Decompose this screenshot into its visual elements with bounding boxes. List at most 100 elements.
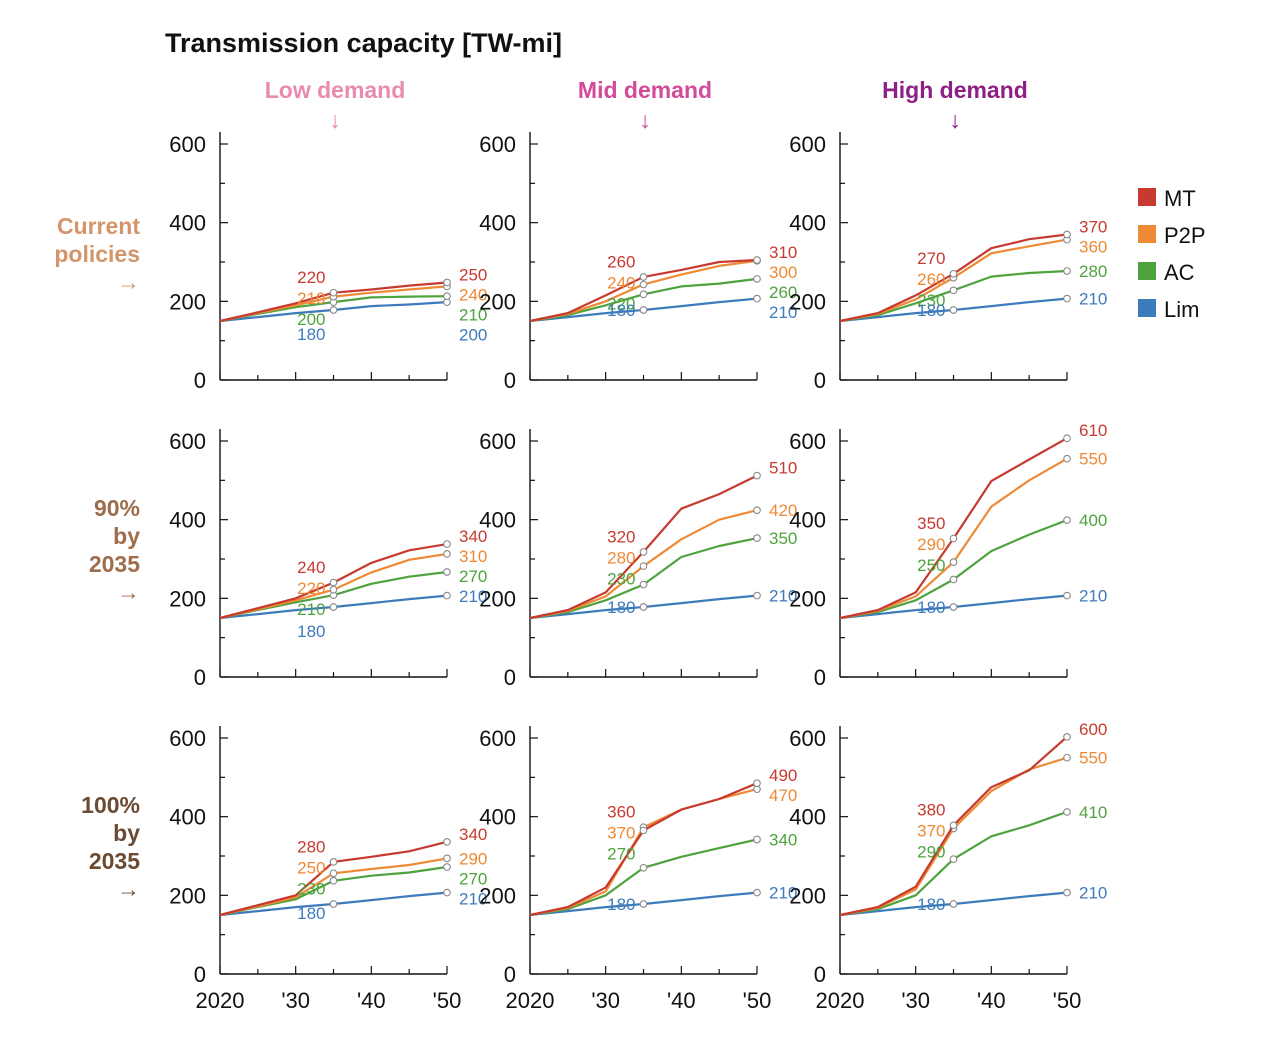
value-label-2050: 210 <box>1079 884 1107 903</box>
data-point-marker <box>753 294 761 303</box>
y-tick-label: 0 <box>814 962 826 987</box>
data-point-marker <box>753 256 761 264</box>
y-tick-label: 200 <box>169 883 206 908</box>
data-point-marker <box>1063 732 1071 741</box>
value-label-2050: 210 <box>769 587 797 606</box>
data-point-marker <box>639 306 648 314</box>
data-point-marker <box>443 550 451 558</box>
data-point-marker <box>753 534 761 543</box>
column-header-label: High demand <box>882 77 1028 103</box>
data-point-marker <box>443 278 451 287</box>
value-label-2050: 470 <box>769 786 797 805</box>
y-tick-label: 400 <box>789 508 826 533</box>
data-point-marker <box>949 306 958 314</box>
data-point-marker <box>949 821 958 830</box>
panel: 0 200 400 600 320 280 230 180 510 420 350 210 <box>479 429 797 690</box>
data-point-marker <box>949 575 958 584</box>
data-point-marker <box>639 900 648 908</box>
data-point-marker <box>949 855 958 863</box>
data-point-marker <box>949 900 958 908</box>
data-point-marker <box>753 591 761 600</box>
x-tick-label: 2020 <box>506 988 555 1013</box>
data-point-marker <box>329 578 338 587</box>
value-label-2035: 180 <box>607 895 635 914</box>
data-point-marker <box>753 275 761 283</box>
row-header-label: 90% <box>94 495 140 521</box>
value-label-2035: 240 <box>297 558 325 577</box>
data-point-marker <box>443 854 451 863</box>
row-header-label: 100% <box>81 792 140 818</box>
y-tick-label: 400 <box>479 508 516 533</box>
value-label-2050: 210 <box>459 305 487 324</box>
data-point-marker <box>1063 808 1071 816</box>
value-label-2035: 370 <box>607 824 635 843</box>
value-label-2050: 600 <box>1079 720 1107 739</box>
data-point-marker <box>639 562 648 570</box>
y-tick-label: 0 <box>814 368 826 393</box>
data-point-marker <box>1063 230 1071 239</box>
x-tick-label: '50 <box>433 988 462 1013</box>
data-point-marker <box>329 306 338 314</box>
data-point-marker <box>1063 434 1071 443</box>
row-header-label: Current <box>57 213 140 239</box>
value-label-2050: 200 <box>459 325 487 344</box>
y-tick-label: 0 <box>194 962 206 987</box>
value-label-2050: 300 <box>769 263 797 282</box>
value-label-2050: 270 <box>459 869 487 888</box>
column-header-label: Low demand <box>265 77 406 103</box>
y-tick-label: 600 <box>789 726 826 751</box>
value-label-2050: 550 <box>1079 450 1107 469</box>
value-label-2035: 290 <box>917 535 945 554</box>
data-point-marker <box>639 863 648 872</box>
y-tick-label: 0 <box>194 665 206 690</box>
y-tick-label: 200 <box>169 586 206 611</box>
x-tick-label: 2020 <box>196 988 245 1013</box>
y-tick-label: 400 <box>789 805 826 830</box>
value-label-2035: 180 <box>917 598 945 617</box>
data-point-marker <box>949 558 958 566</box>
data-point-marker <box>443 292 451 301</box>
data-point-marker <box>443 837 451 846</box>
legend-label: P2P <box>1164 223 1206 248</box>
y-tick-label: 0 <box>194 368 206 393</box>
value-label-2035: 210 <box>297 600 325 619</box>
legend-label: MT <box>1164 186 1196 211</box>
value-label-2050: 550 <box>1079 749 1107 768</box>
data-point-marker <box>329 869 338 878</box>
value-label-2050: 280 <box>1079 262 1107 281</box>
value-label-2035: 230 <box>297 879 325 898</box>
data-point-marker <box>753 506 761 515</box>
value-label-2035: 360 <box>607 803 635 822</box>
data-point-marker <box>1063 516 1071 524</box>
value-label-2050: 410 <box>1079 803 1107 822</box>
y-tick-label: 600 <box>169 726 206 751</box>
data-point-marker <box>443 540 451 548</box>
x-tick-label: 2020 <box>816 988 865 1013</box>
value-label-2035: 180 <box>297 622 325 641</box>
y-tick-label: 200 <box>479 586 516 611</box>
y-tick-label: 400 <box>479 211 516 236</box>
right-arrow-icon: → <box>117 579 140 605</box>
data-point-marker <box>753 835 761 844</box>
value-label-2050: 210 <box>459 587 487 606</box>
value-label-2050: 340 <box>459 825 487 844</box>
value-label-2050: 490 <box>769 766 797 785</box>
value-label-2035: 250 <box>297 858 325 877</box>
data-point-marker <box>639 280 648 289</box>
value-label-2035: 320 <box>607 527 635 546</box>
y-tick-label: 200 <box>789 289 826 314</box>
value-label-2035: 350 <box>917 514 945 533</box>
value-label-2050: 270 <box>459 567 487 586</box>
value-label-2035: 220 <box>297 268 325 287</box>
value-label-2035: 180 <box>297 325 325 344</box>
data-point-marker <box>1063 454 1071 463</box>
value-label-2050: 250 <box>459 265 487 284</box>
y-tick-label: 600 <box>169 429 206 454</box>
value-label-2050: 340 <box>459 527 487 546</box>
y-tick-label: 200 <box>169 289 206 314</box>
series-line-mt <box>839 437 1068 620</box>
row-header-label: policies <box>54 241 140 267</box>
y-tick-label: 200 <box>479 883 516 908</box>
